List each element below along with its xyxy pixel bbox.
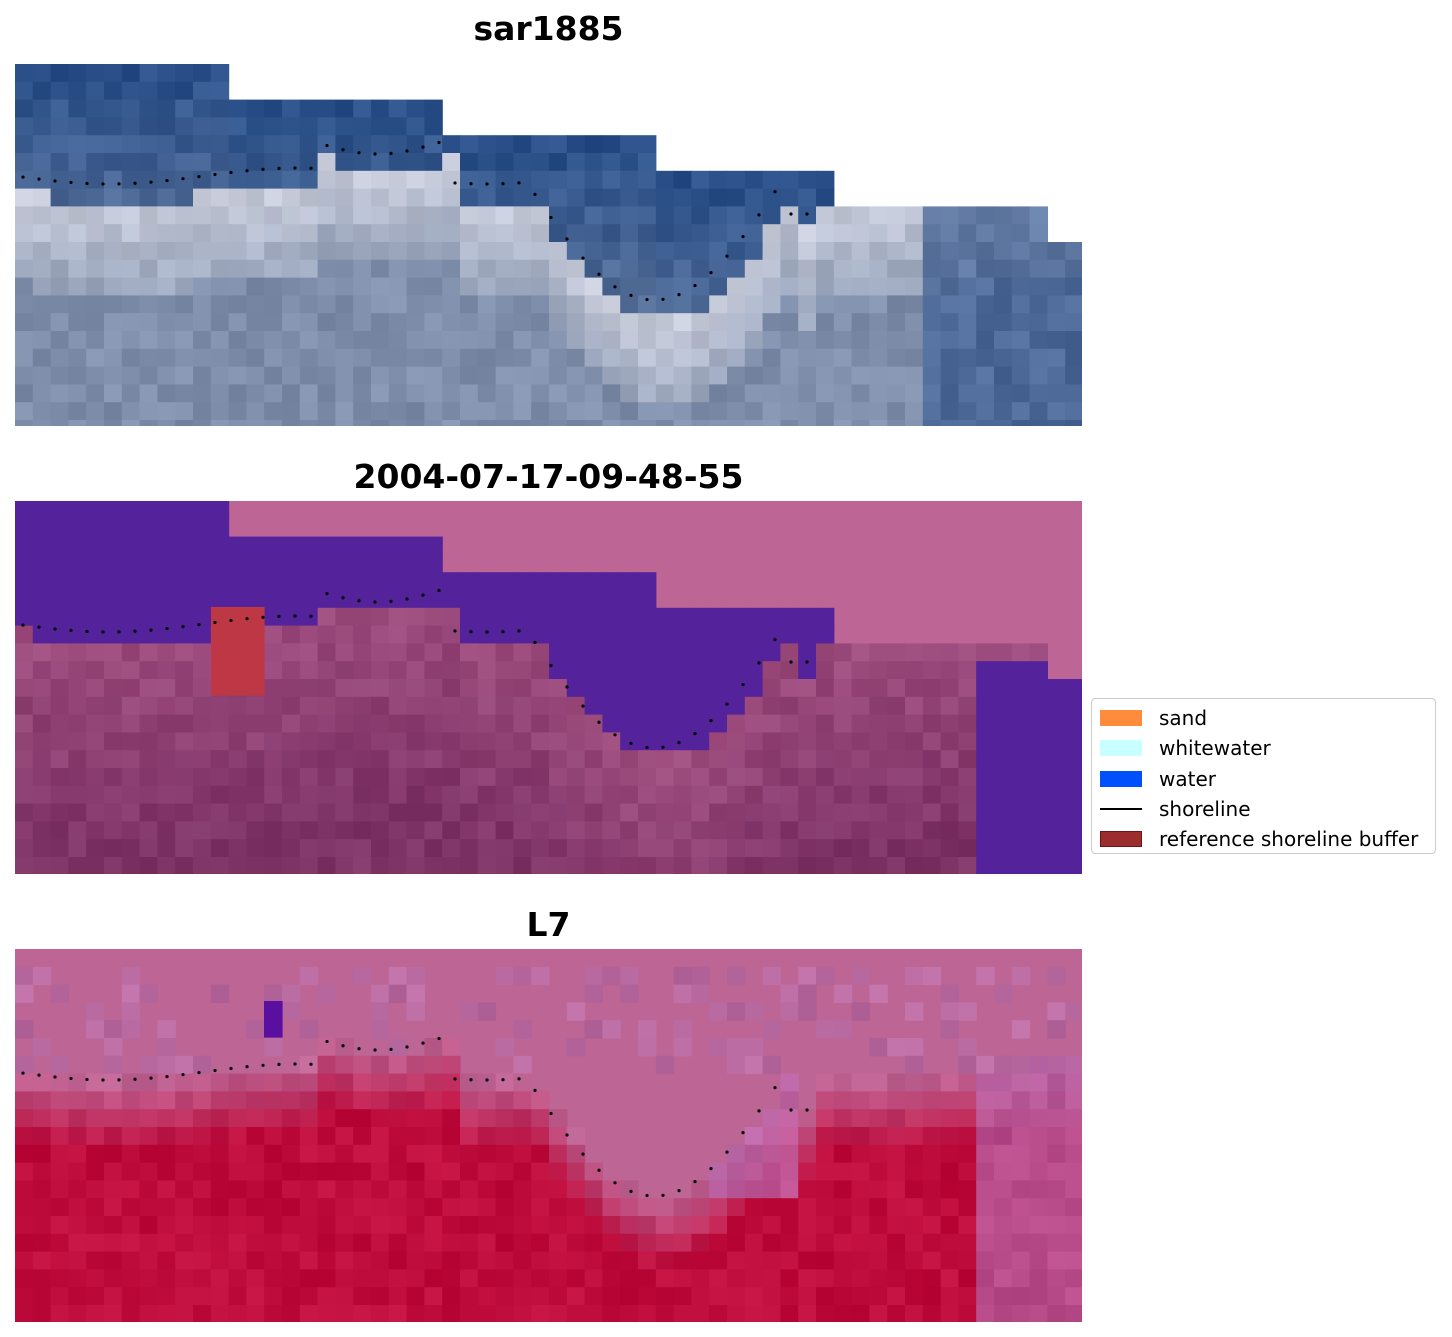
legend-label: water: [1159, 766, 1216, 791]
legend-label: shoreline: [1159, 797, 1251, 822]
legend-label: whitewater: [1159, 736, 1271, 761]
legend-item-whitewater: whitewater: [1100, 733, 1427, 763]
water-swatch: [1100, 770, 1142, 787]
legend-label: reference shoreline buffer: [1159, 827, 1419, 852]
legend-item-shoreline: shoreline: [1100, 794, 1427, 824]
panel-title-3: L7: [526, 905, 571, 944]
classification-image: [15, 501, 1082, 874]
reference-buffer-swatch: [1100, 831, 1142, 848]
false-color-panel: [15, 949, 1082, 1322]
panel-title-2: 2004-07-17-09-48-55: [353, 457, 744, 496]
legend: sand whitewater water shoreline referenc…: [1091, 698, 1436, 854]
legend-label: sand: [1159, 706, 1208, 731]
legend-item-reference-buffer: reference shoreline buffer: [1100, 824, 1427, 854]
panel-title-1: sar1885: [473, 9, 624, 48]
shoreline-line-swatch: [1100, 808, 1142, 811]
satellite-image: [15, 64, 1082, 426]
satellite-image-panel: [15, 64, 1082, 426]
sand-swatch: [1100, 710, 1142, 727]
classification-panel: [15, 501, 1082, 874]
legend-item-water: water: [1100, 764, 1427, 794]
legend-item-sand: sand: [1100, 703, 1427, 733]
whitewater-swatch: [1100, 740, 1142, 757]
false-color-image: [15, 949, 1082, 1322]
